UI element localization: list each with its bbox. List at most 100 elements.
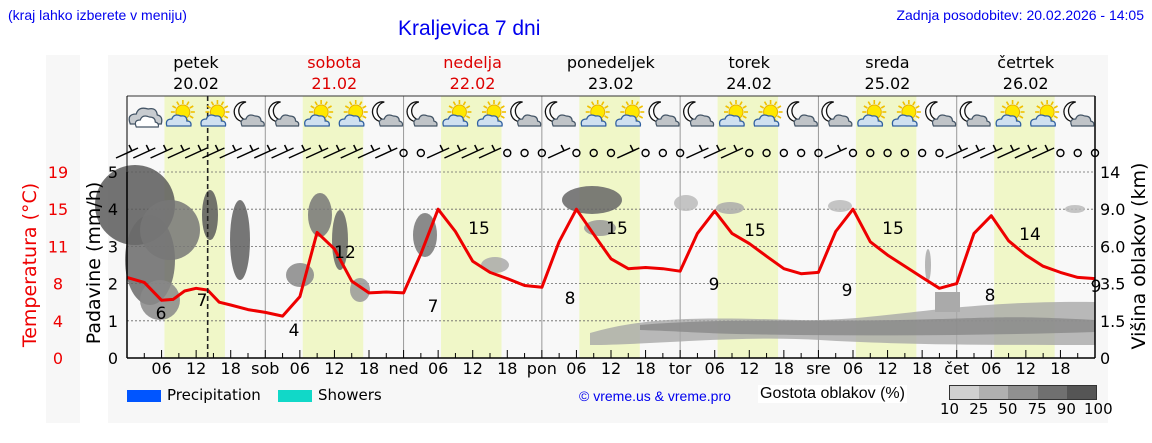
menu-hint: (kraj lahko izberete v meniju) xyxy=(8,7,187,23)
cloud-density-blob xyxy=(308,193,332,237)
precip-tick-label: 1 xyxy=(108,312,118,331)
wind-barb-feather xyxy=(456,144,462,152)
hour-label: 06 xyxy=(981,359,1001,378)
temperature-label: 15 xyxy=(744,221,766,241)
partly-sunny-icon xyxy=(891,100,921,127)
day-date: 23.02 xyxy=(587,74,634,93)
day-header-row: petek 20.02 sobota 21.02 nedelja 22.02 ponedel… xyxy=(127,52,1095,96)
showers-swatch xyxy=(278,390,312,402)
last-update: Zadnja posodobitev: 20.02.2026 - 14:05 xyxy=(896,7,1144,23)
temperature-axis-title: Temperatura (°C) xyxy=(19,183,41,348)
temperature-line xyxy=(126,207,1096,318)
wind-barb-icon xyxy=(962,147,986,159)
wind-barb-feather xyxy=(474,144,479,152)
cloud-density-blob xyxy=(562,186,622,214)
cloud-height-tick-label: 14 xyxy=(1100,163,1120,182)
hour-label: 12 xyxy=(601,359,621,378)
partly-sunny-icon xyxy=(200,100,230,127)
wind-barb-icon xyxy=(616,147,640,159)
wind-barb-icon xyxy=(236,147,260,159)
wind-barb-icon xyxy=(115,147,139,159)
partly-sunny-icon xyxy=(476,100,506,127)
cloud-density-blob xyxy=(935,292,960,312)
wind-calm-icon xyxy=(779,148,789,158)
wind-barb-icon xyxy=(945,147,969,159)
wind-barb-feather xyxy=(1009,144,1015,152)
wind-barb-icon xyxy=(357,147,381,159)
temperature-label: 14 xyxy=(1019,225,1041,245)
cloud-density-ticks: 10 25 50 75 90 100 xyxy=(938,400,1113,418)
hour-label: 06 xyxy=(566,359,586,378)
wind-barb-feather xyxy=(249,144,254,152)
wind-calm-icon xyxy=(675,148,685,158)
wind-calm-icon xyxy=(1056,148,1065,158)
cloud-density-blob xyxy=(1065,205,1085,213)
wind-calm-icon xyxy=(762,148,771,158)
partly-sunny-icon xyxy=(995,100,1025,127)
wind-barb-feather xyxy=(335,144,341,152)
wind-barb-feather xyxy=(318,144,323,152)
night-cloudy-icon xyxy=(371,101,404,127)
cloud-density-swatch xyxy=(950,386,980,399)
day-label: nedelja 22.02 xyxy=(404,52,542,94)
wind-barb-icon xyxy=(686,147,709,159)
wind-barb-icon xyxy=(1014,147,1038,159)
partly-sunny-icon xyxy=(442,100,472,127)
temperature-label: 9 xyxy=(709,275,720,295)
hour-label: 18 xyxy=(912,359,932,378)
hour-label: 06 xyxy=(428,359,448,378)
wind-barb-feather xyxy=(197,144,202,152)
cloud-density-tick: 100 xyxy=(1084,400,1113,418)
night-cloudy-icon xyxy=(683,101,715,127)
wind-barb-icon xyxy=(478,147,502,159)
night-cloudy-icon xyxy=(786,101,818,127)
wind-barb-feather xyxy=(370,144,375,152)
partly-sunny-icon xyxy=(857,100,887,127)
day-abbr-label: čet xyxy=(944,359,969,378)
legend-showers: Showers xyxy=(318,386,382,404)
wind-barb-icon xyxy=(132,147,156,159)
partly-sunny-icon xyxy=(338,100,368,127)
wind-calm-icon xyxy=(900,148,910,158)
wind-barb-icon xyxy=(150,147,173,159)
wind-calm-icon xyxy=(917,148,927,158)
wind-barb-feather xyxy=(232,144,237,152)
day-abbr-label: sob xyxy=(251,359,279,378)
wind-barb-icon xyxy=(426,147,450,159)
partly-sunny-icon xyxy=(753,100,783,127)
wind-barb-feather xyxy=(837,144,842,152)
day-date: 25.02 xyxy=(864,74,911,93)
cloud-density-blob xyxy=(828,200,852,212)
wind-calm-icon xyxy=(883,148,892,158)
temp-tick-label: 15 xyxy=(48,200,68,219)
temperature-label: 12 xyxy=(334,243,356,263)
night-cloudy-icon xyxy=(544,101,576,127)
wind-calm-icon xyxy=(572,148,581,158)
wind-barb-icon xyxy=(824,147,848,159)
day-date: 26.02 xyxy=(1002,74,1049,93)
cloud-density-blob xyxy=(481,257,509,273)
partly-sunny-icon xyxy=(615,100,645,127)
day-date: 20.02 xyxy=(173,74,219,93)
night-cloudy-icon xyxy=(268,101,300,127)
wind-barb-feather xyxy=(266,144,271,152)
wind-calm-icon xyxy=(416,148,426,158)
cloud-density-swatch xyxy=(1037,386,1067,399)
night-cloudy-icon xyxy=(1063,101,1095,127)
wind-barb-feather xyxy=(214,144,220,152)
precip-tick-label: 2 xyxy=(108,275,118,294)
wind-barb-icon xyxy=(340,147,364,159)
hour-label: 12 xyxy=(324,359,344,378)
day-name: sreda xyxy=(865,53,910,72)
temperature-label: 7 xyxy=(197,291,208,311)
wind-barb-feather xyxy=(162,144,168,152)
page-title: Kraljevica 7 dni xyxy=(398,17,541,40)
wind-barb-feather xyxy=(283,144,289,152)
temp-tick-label: 0 xyxy=(53,349,63,368)
wind-calm-icon xyxy=(848,148,858,158)
wind-barb-feather xyxy=(387,144,392,152)
copyright-link[interactable]: © vreme.us & vreme.pro xyxy=(579,388,731,404)
cloud-density-swatch xyxy=(979,386,1009,399)
day-label: sobota 21.02 xyxy=(265,52,403,94)
